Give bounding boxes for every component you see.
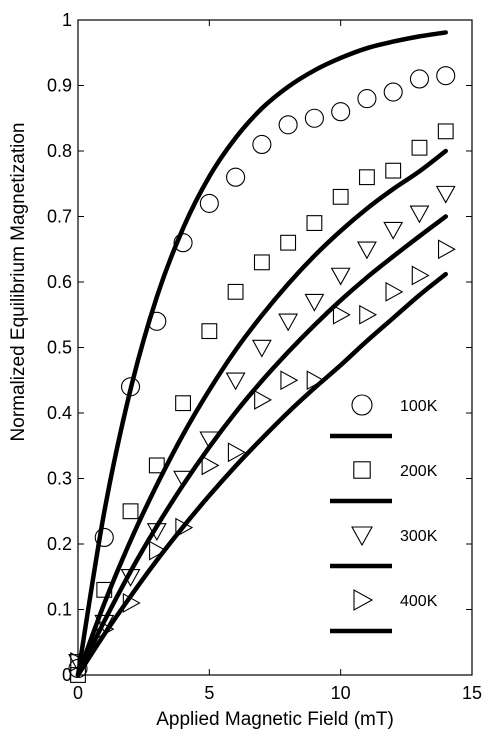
data-point-300k (409, 205, 430, 224)
data-point-300k (251, 339, 272, 358)
legend-marker-300k (351, 526, 373, 547)
y-tick-label: 0.1 (47, 600, 72, 620)
data-point-200k (227, 283, 244, 300)
y-tick-label: 0.8 (47, 141, 72, 161)
y-tick-label: 0.2 (47, 534, 72, 554)
data-point-400k (227, 442, 246, 463)
data-point-200k (70, 667, 86, 683)
x-tick-label: 5 (204, 683, 214, 703)
data-point-400k (70, 651, 89, 672)
data-point-200k (385, 162, 402, 179)
y-tick-label: 0.5 (47, 338, 72, 358)
data-point-300k (68, 654, 88, 673)
legend: 100K 200K 300K 400K (330, 394, 438, 634)
data-point-300k (330, 267, 351, 286)
data-point-200k (306, 215, 323, 231)
legend-marker-200k (353, 461, 371, 479)
data-point-400k (175, 517, 194, 538)
plot-frame (77, 19, 473, 676)
fit-line-200k (75, 148, 448, 678)
data-point-400k (437, 239, 456, 260)
data-point-100k (409, 69, 430, 89)
data-point-300k (435, 185, 456, 204)
data-point-400k (122, 593, 141, 613)
data-point-100k (147, 311, 167, 331)
data-point-100k (278, 115, 298, 135)
data-point-400k (201, 455, 220, 476)
legend-label-100k: 100K (400, 398, 438, 415)
data-point-100k (436, 66, 456, 86)
data-point-300k (146, 523, 167, 542)
legend-label-400k: 400K (400, 593, 438, 610)
fit-line-100k (75, 30, 448, 678)
y-axis-title: Normalized Equilibrium Magnetization (8, 123, 29, 442)
data-point-300k (225, 372, 246, 391)
data-point-300k (356, 241, 377, 260)
y-tick-label: 0.7 (47, 207, 72, 227)
data-markers (68, 66, 456, 683)
legend-marker-400k (353, 589, 374, 611)
data-point-100k (199, 193, 219, 213)
axes: 0 5 10 15 0 0.1 0.2 0.3 0.4 0.5 0.6 0.7 0.8 0.9 1 (47, 10, 482, 703)
data-point-300k (278, 313, 299, 332)
legend-marker-100k (351, 394, 373, 416)
data-point-200k (359, 169, 375, 186)
fit-line-300k (75, 214, 448, 678)
data-point-400k (411, 265, 430, 286)
y-tick-label: 1 (62, 10, 72, 30)
y-tick-label: 0.3 (47, 469, 72, 489)
data-point-400k (254, 389, 272, 410)
y-tick-label: 0 (62, 665, 72, 685)
data-point-100k (226, 167, 246, 187)
legend-label-300k: 300K (400, 528, 438, 545)
data-point-200k (411, 139, 428, 156)
fit-line-400k (75, 271, 448, 678)
data-point-100k (173, 233, 193, 253)
data-point-300k (304, 293, 325, 312)
data-point-100k (304, 108, 324, 128)
data-point-200k (122, 503, 139, 520)
y-tick-label: 0.6 (47, 272, 72, 292)
fit-curves (75, 30, 448, 678)
data-point-100k (120, 377, 141, 397)
data-point-400k (149, 540, 167, 561)
data-point-400k (385, 281, 404, 302)
y-tick-label: 0.4 (47, 403, 72, 423)
data-point-300k (120, 568, 141, 587)
data-point-300k (383, 221, 404, 240)
data-point-400k (359, 304, 378, 325)
data-point-100k (357, 89, 377, 109)
data-point-200k (148, 457, 165, 474)
data-point-100k (68, 658, 88, 679)
x-tick-label: 15 (462, 683, 482, 703)
data-point-100k (383, 82, 403, 102)
data-point-400k (306, 370, 325, 391)
data-point-300k (94, 614, 115, 633)
data-point-200k (437, 123, 454, 140)
y-tick-label: 0.9 (47, 76, 72, 96)
data-point-200k (201, 323, 218, 340)
x-axis-title: Applied Magnetic Field (mT) (156, 709, 394, 730)
data-point-200k (96, 581, 113, 598)
data-point-200k (280, 234, 297, 251)
data-point-200k (332, 188, 349, 205)
x-tick-label: 0 (73, 683, 83, 703)
data-point-400k (332, 304, 351, 325)
x-tick-label: 10 (331, 683, 351, 703)
data-point-400k (280, 370, 299, 391)
data-point-400k (96, 619, 115, 640)
data-point-200k (253, 254, 270, 271)
legend-label-200k: 200K (400, 463, 438, 480)
data-point-200k (175, 395, 191, 412)
data-point-100k (94, 527, 114, 548)
data-point-100k (331, 102, 351, 122)
data-point-100k (252, 134, 272, 154)
data-point-300k (199, 431, 220, 450)
data-point-300k (173, 470, 194, 489)
